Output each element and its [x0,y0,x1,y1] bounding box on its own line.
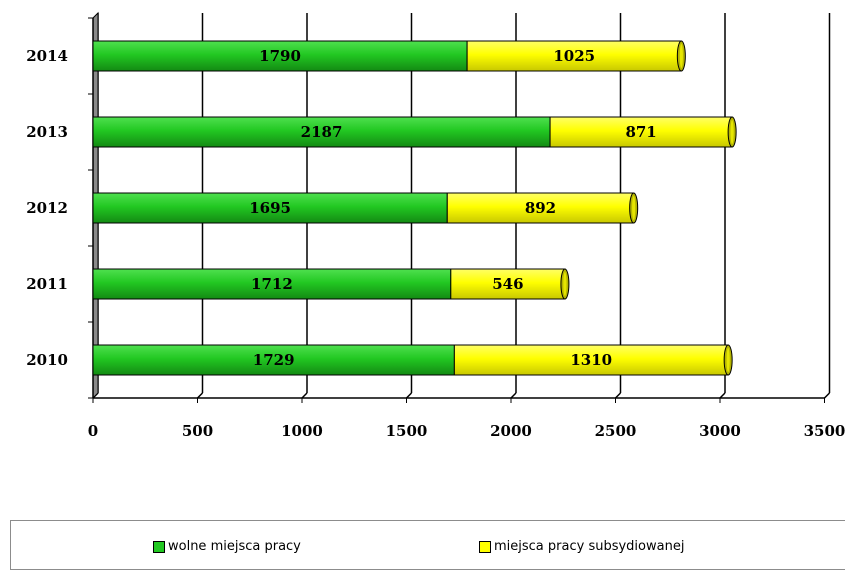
labels: 0 500 1000 1500 2000 2500 3000 3500 2010 1729 1310… [26,47,845,440]
bar-subsydiowane-2013 [549,116,733,148]
data-label: 871 [625,123,656,141]
x-tick-label: 1500 [386,422,428,440]
x-tick-label: 2000 [490,422,532,440]
data-label: 892 [525,199,556,217]
bar-end-cap-highlight [730,120,734,144]
bar-wolne-2013 [92,116,551,148]
gridline-depth [196,392,204,399]
y-tick-label: 2012 [26,199,68,217]
bar-wolne-2014 [92,40,468,72]
data-label: 1712 [251,275,293,293]
legend-label-series-1: wolne miejsca pracy [168,539,301,554]
x-tick-label: 0 [88,422,98,440]
legend-label-series-2: miejsca pracy subsydiowanej [494,539,685,554]
data-label: 2187 [301,123,343,141]
bar-subsydiowane-2010 [453,344,729,376]
bar-wolne-2011 [92,268,452,300]
gridline-depth [823,392,831,399]
bar-end-cap-highlight [563,272,567,296]
bar-end-cap-highlight [632,196,636,220]
bar-subsydiowane-2012 [446,192,635,224]
bar-wolne-2012 [92,192,448,224]
gridline-depth [719,392,726,399]
legend: wolne miejsca pracy miejsca pracy subsyd… [10,520,845,570]
x-tick-label: 2500 [595,422,637,440]
x-tick-label: 3500 [804,422,845,440]
gridline-depth [510,392,517,399]
legend-swatch-green [153,540,165,553]
data-label: 546 [492,275,523,293]
bar-end-cap-highlight [726,348,730,372]
y-tick-label: 2014 [26,47,68,65]
y-tick-label: 2013 [26,123,68,141]
chart: 0 500 1000 1500 2000 2500 3000 3500 2010 1729 1310… [26,11,845,440]
data-label: 1025 [553,47,595,65]
x-tick-label: 1000 [281,422,323,440]
legend-swatch-yellow [479,540,491,553]
legend-item-series-2: miejsca pracy subsydiowanej [479,539,684,554]
data-label: 1790 [259,47,301,65]
y-tick-label: 2011 [26,275,68,293]
data-label: 1729 [253,351,295,369]
gridline-depth [405,392,413,399]
x-tick-label: 500 [182,422,213,440]
bar-subsydiowane-2014 [466,40,682,72]
bars [92,40,737,376]
bar-end-cap-highlight [679,44,683,68]
y-tick-label: 2010 [26,351,68,369]
gridline-depth [614,392,622,399]
legend-item-series-1: wolne miejsca pracy [153,539,301,554]
data-label: 1695 [249,199,291,217]
bar-wolne-2010 [92,344,455,376]
data-label: 1310 [570,351,612,369]
x-tick-label: 3000 [699,422,741,440]
bar-subsydiowane-2011 [450,268,566,300]
gridline-depth [301,392,308,399]
